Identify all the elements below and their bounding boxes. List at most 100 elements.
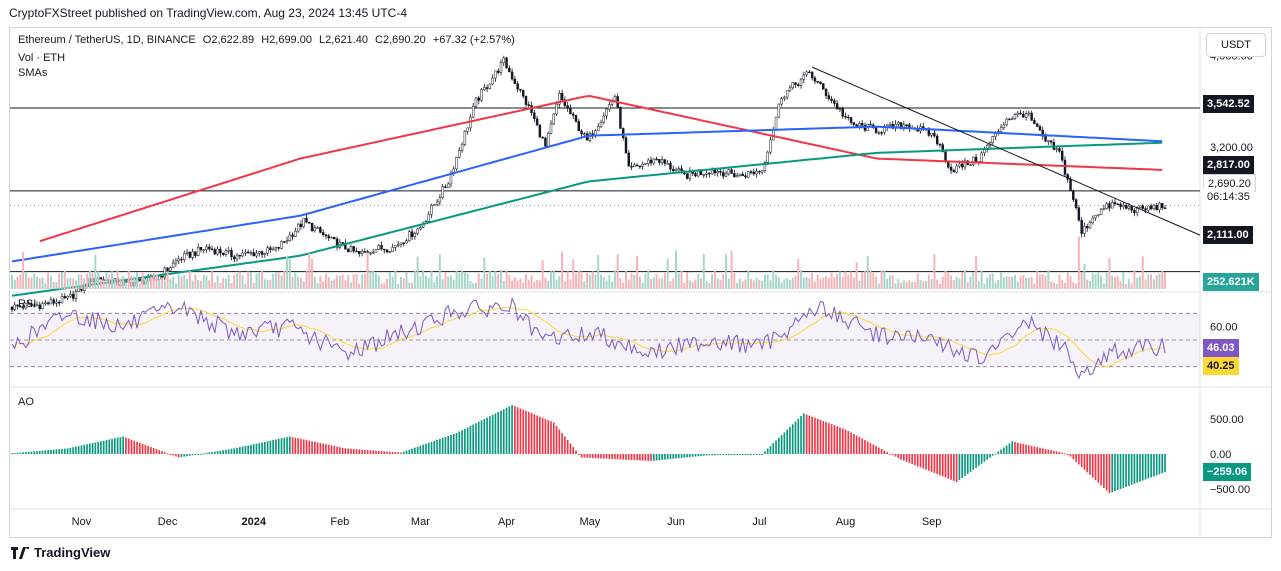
volume-bar <box>741 281 744 289</box>
ao-bar <box>1139 454 1141 482</box>
ao-bar <box>569 443 572 454</box>
ao-bar <box>341 447 344 454</box>
ao-bar <box>1003 447 1005 454</box>
ao-bar <box>77 446 80 454</box>
ao-bar <box>1144 454 1147 480</box>
volume-legend[interactable]: Vol · ETH <box>18 52 66 64</box>
volume-bar <box>941 276 944 289</box>
ao-legend[interactable]: AO <box>18 396 34 408</box>
symbol-legend[interactable]: Ethereum / TetherUS, 1D, BINANCE O2,622.… <box>18 34 519 46</box>
volume-bar <box>1013 275 1016 289</box>
open-value: O2,622.89 <box>202 34 255 46</box>
candle-body <box>466 127 469 132</box>
ao-bar <box>1072 454 1075 460</box>
ao-bar <box>755 454 758 455</box>
volume-bar <box>894 283 897 289</box>
ao-bar <box>911 454 914 465</box>
candle-body <box>783 96 786 99</box>
candle-body <box>291 234 294 237</box>
ao-bar <box>180 454 183 458</box>
volume-bar <box>791 277 794 289</box>
ao-bar <box>808 415 811 454</box>
candle-body <box>1010 118 1014 121</box>
ao-bar <box>69 447 72 454</box>
candle-body <box>491 77 494 85</box>
ao-bar <box>522 409 525 454</box>
sma-legend[interactable]: SMAs <box>18 67 48 79</box>
candle-body <box>563 99 567 106</box>
volume-bar <box>199 280 202 289</box>
volume-bar <box>847 274 850 289</box>
volume-bar <box>555 279 558 289</box>
candle-body <box>474 97 478 107</box>
ao-bar <box>369 450 372 454</box>
ao-bar <box>250 444 252 454</box>
ao-bar <box>19 452 22 454</box>
change-value: +67.32 (+2.57%) <box>432 34 515 46</box>
candle-body <box>524 95 528 105</box>
ao-tag: −259.06 <box>1203 463 1252 481</box>
ao-bar <box>944 454 947 478</box>
ao-bar <box>80 445 83 454</box>
volume-bar <box>611 281 614 289</box>
tradingview-footer[interactable]: TradingView <box>11 545 110 560</box>
low-value: L2,621.40 <box>319 34 368 46</box>
rsi-legend[interactable]: RSI <box>18 298 37 310</box>
volume-bar <box>33 273 36 289</box>
ao-bar <box>339 447 341 454</box>
volume-bar <box>963 270 966 289</box>
ao-bar <box>716 454 719 456</box>
currency-button[interactable]: USDT <box>1206 33 1266 57</box>
ao-bar <box>550 421 552 454</box>
ao-bar <box>861 438 863 454</box>
volume-bar <box>708 283 711 289</box>
ao-bar <box>336 446 338 454</box>
ao-bar <box>1005 445 1008 454</box>
candle-body <box>233 256 236 260</box>
candle-body <box>1144 208 1147 211</box>
volume-bar <box>124 282 127 289</box>
volume-bar <box>319 275 322 289</box>
candle-body <box>1124 204 1128 209</box>
volume-bar <box>249 272 252 289</box>
volume-bar <box>516 280 519 289</box>
candle-body <box>1016 112 1019 115</box>
volume-bar <box>458 273 461 289</box>
chart-frame[interactable] <box>9 27 1272 538</box>
volume-bar <box>288 259 291 289</box>
candle-body <box>1102 208 1106 210</box>
ao-bar <box>664 454 666 460</box>
candle-body <box>221 252 225 255</box>
candle-body <box>583 133 586 135</box>
ao-bar <box>769 445 772 454</box>
ao-bar <box>627 454 630 460</box>
volume-bar <box>349 282 352 289</box>
candle-body <box>758 170 761 173</box>
candle-body <box>574 115 578 122</box>
ao-bar <box>389 451 391 454</box>
ao-bar <box>894 454 897 457</box>
volume-bar <box>861 271 864 289</box>
ao-bar <box>177 454 180 458</box>
ao-bar <box>316 442 319 454</box>
volume-bar <box>419 276 422 289</box>
volume-bar <box>1127 279 1130 289</box>
ao-bar <box>677 454 680 459</box>
volume-bar <box>702 254 705 289</box>
ao-bar <box>402 451 405 454</box>
candle-body <box>816 80 819 83</box>
ao-bar <box>1122 454 1125 488</box>
candle-body <box>774 116 778 130</box>
volume-bar <box>1025 277 1028 289</box>
volume-tag: 252.621K <box>1203 273 1259 291</box>
volume-bar <box>983 283 986 289</box>
candle-body <box>266 247 269 254</box>
volume-bar <box>633 274 636 289</box>
candle-body <box>352 246 355 252</box>
volume-bar <box>1100 275 1103 289</box>
volume-bar <box>147 280 150 289</box>
candle-body <box>930 132 933 136</box>
volume-bar <box>586 272 589 289</box>
volume-bar <box>688 280 691 289</box>
